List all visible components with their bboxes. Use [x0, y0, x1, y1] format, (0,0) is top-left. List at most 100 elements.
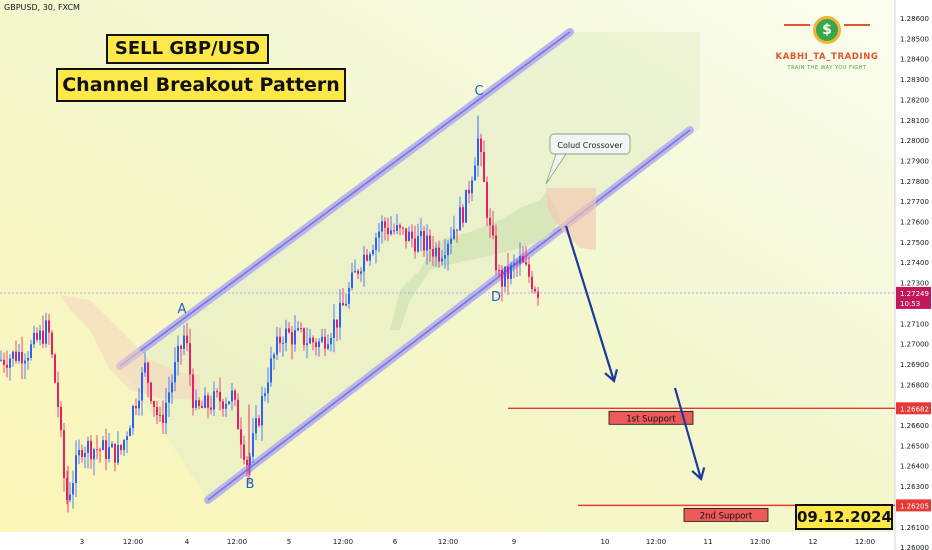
candle-body: [15, 351, 17, 361]
candle-body: [117, 444, 119, 463]
left-wing-icon: [784, 24, 810, 26]
annotation-box: [549, 133, 631, 155]
candle-body: [45, 320, 47, 344]
candle-body: [18, 351, 20, 361]
price-tick-label: 1.27600: [900, 219, 929, 227]
candle-body: [300, 328, 302, 330]
candle-body: [24, 360, 26, 364]
price-tick-label: 1.28500: [900, 35, 929, 43]
candle: [273, 352, 275, 370]
candle: [111, 440, 113, 448]
candle: [387, 217, 389, 242]
candle: [66, 470, 68, 505]
point-label-a: A: [178, 302, 187, 317]
price-tick-label: 1.28400: [900, 56, 929, 64]
time-tick-label: 9: [512, 538, 516, 546]
candle-body: [90, 440, 92, 460]
candle-body: [291, 332, 293, 345]
candle-body: [519, 256, 521, 264]
time-tick-label: 5: [287, 538, 291, 546]
candle: [516, 258, 518, 277]
candle-body: [264, 393, 266, 397]
candle: [447, 239, 449, 271]
candle: [432, 236, 434, 266]
candle-body: [132, 406, 134, 429]
candle-body: [222, 401, 224, 409]
candle-body: [207, 395, 209, 408]
brand-name: KABHI_TA_TRADING: [775, 52, 879, 62]
candle-body: [3, 359, 5, 365]
candle-body: [84, 452, 86, 457]
candle-body: [450, 238, 452, 244]
candle-body: [468, 189, 470, 194]
candle: [486, 176, 488, 227]
candle: [294, 315, 296, 352]
candle: [423, 226, 425, 257]
upper-channel-line: [119, 31, 571, 367]
candle: [78, 439, 80, 465]
candle-body: [273, 354, 275, 359]
candle: [318, 338, 320, 357]
candle: [249, 452, 251, 476]
candle: [393, 223, 395, 235]
candle-body: [420, 230, 422, 237]
candle: [297, 320, 299, 332]
candle-body: [162, 415, 164, 424]
candle-body: [471, 180, 473, 194]
candle: [456, 229, 458, 243]
candle: [204, 387, 206, 409]
candle: [144, 352, 146, 377]
candle-body: [534, 289, 536, 292]
candle: [405, 228, 407, 249]
candle-body: [324, 336, 326, 349]
candle-body: [417, 236, 419, 252]
candle-body: [288, 328, 290, 333]
candle-body: [243, 444, 245, 460]
candle-body: [321, 336, 323, 342]
candle: [453, 215, 455, 241]
candle-body: [156, 406, 158, 416]
candle-body: [72, 483, 74, 495]
candle-body: [219, 392, 221, 402]
candle-body: [312, 337, 314, 343]
candle-body: [297, 328, 299, 331]
candle: [99, 447, 101, 463]
candle-body: [123, 440, 125, 451]
candle: [93, 447, 95, 476]
candle: [357, 269, 359, 280]
candle-body: [96, 449, 98, 451]
candle: [234, 388, 236, 407]
candle-body: [213, 391, 215, 410]
candle: [528, 257, 530, 283]
candle: [165, 387, 167, 435]
price-tick-label: 1.28200: [900, 96, 929, 104]
candle: [207, 392, 209, 419]
price-axis-marker-label: 1.26682: [900, 405, 929, 413]
candle-body: [456, 229, 458, 231]
candle-body: [453, 229, 455, 239]
price-tick-label: 1.26500: [900, 442, 929, 450]
candle-body: [462, 207, 464, 223]
candle: [483, 140, 485, 183]
candle-body: [36, 332, 38, 340]
candle: [15, 340, 17, 364]
annotation-text: Colud Crossover: [557, 141, 623, 150]
candle: [51, 330, 53, 359]
candle-body: [390, 230, 392, 235]
candle: [369, 251, 371, 266]
candle: [18, 344, 20, 364]
candle-body: [204, 395, 206, 408]
candle: [90, 434, 92, 469]
candle: [123, 439, 125, 457]
candle-body: [525, 262, 527, 265]
candle: [510, 261, 512, 285]
candle-body: [147, 362, 149, 383]
candle: [222, 398, 224, 417]
candle: [351, 262, 353, 291]
candle-body: [276, 336, 278, 355]
candle-body: [441, 258, 443, 262]
candle-body: [537, 291, 539, 298]
candle: [378, 223, 380, 253]
